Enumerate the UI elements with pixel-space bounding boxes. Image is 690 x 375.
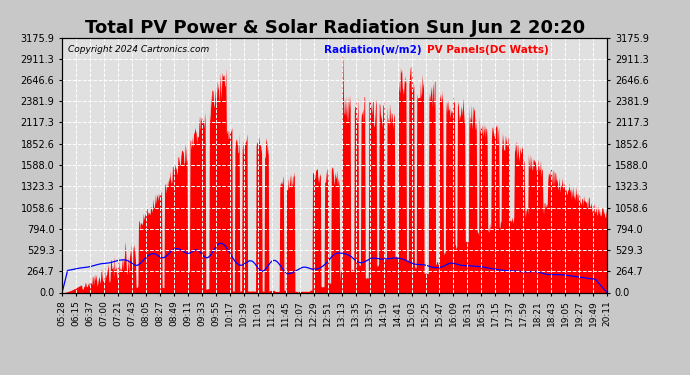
- Text: Radiation(w/m2): Radiation(w/m2): [324, 45, 422, 55]
- Text: Copyright 2024 Cartronics.com: Copyright 2024 Cartronics.com: [68, 45, 209, 54]
- Title: Total PV Power & Solar Radiation Sun Jun 2 20:20: Total PV Power & Solar Radiation Sun Jun…: [85, 20, 584, 38]
- Text: PV Panels(DC Watts): PV Panels(DC Watts): [427, 45, 549, 55]
